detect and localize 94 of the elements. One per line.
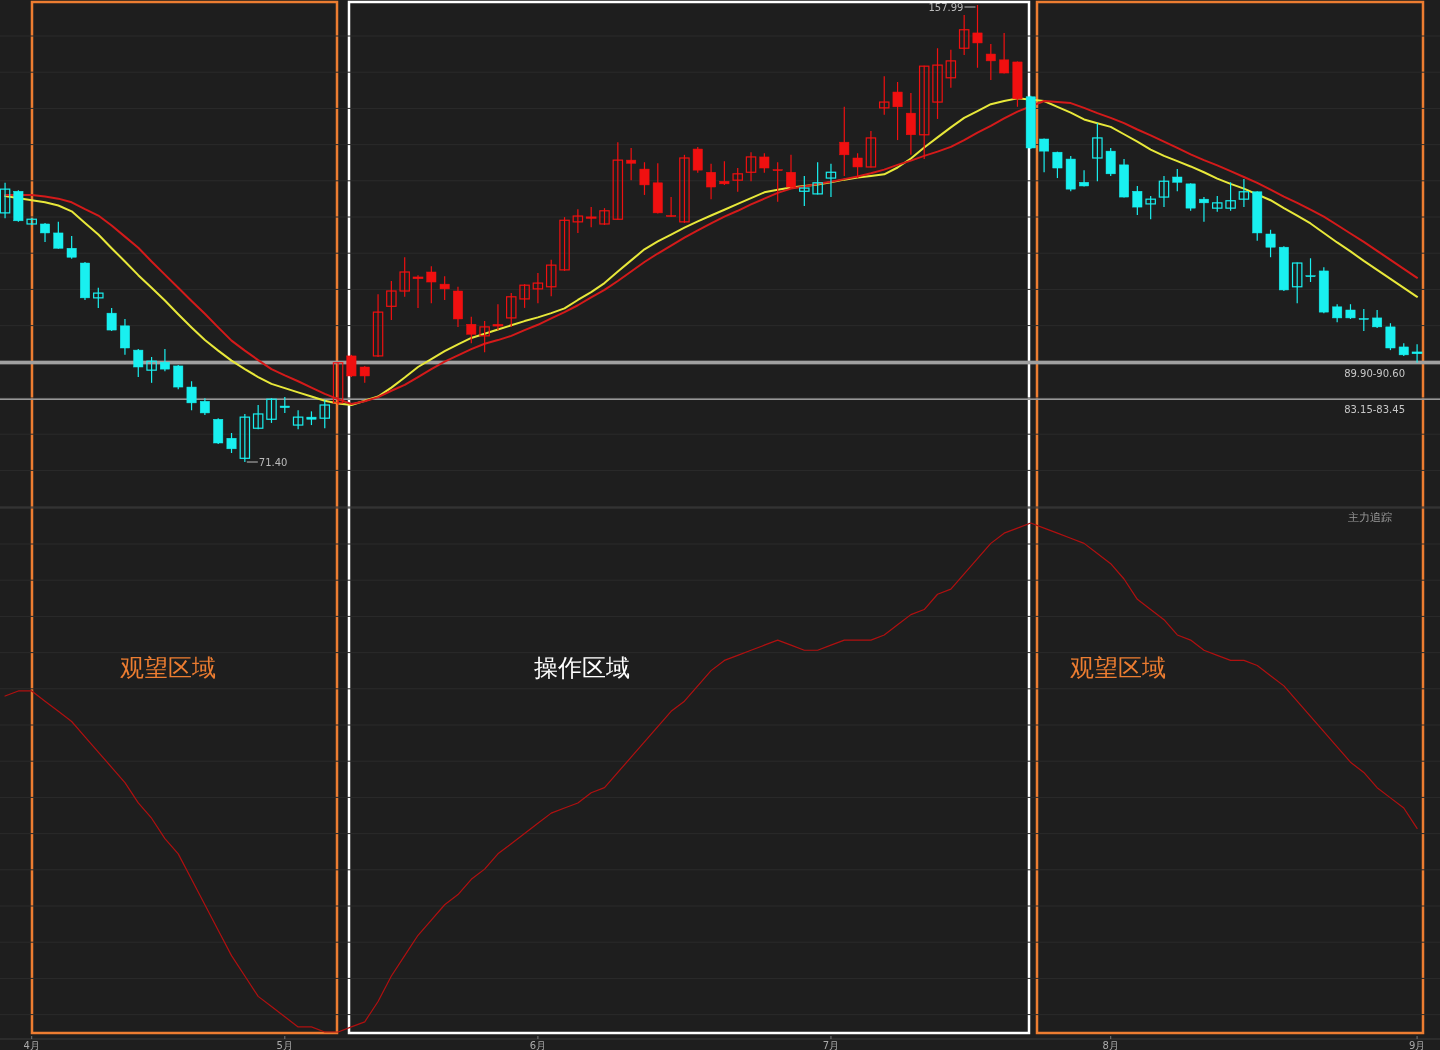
annotation: 操作区域 — [534, 654, 630, 682]
candlestick — [626, 147, 637, 181]
annotation: 观望区域 — [1070, 654, 1166, 682]
candlestick — [745, 151, 757, 182]
candlestick — [492, 303, 504, 331]
candlestick — [1105, 147, 1116, 177]
candlestick — [239, 413, 251, 463]
candlestick — [386, 280, 397, 321]
candlestick — [332, 361, 344, 406]
candlestick — [66, 235, 77, 260]
candlestick — [160, 348, 170, 372]
candlestick — [812, 161, 823, 196]
candlestick — [1225, 181, 1236, 212]
candlestick — [918, 65, 930, 160]
candlestick — [1039, 137, 1050, 173]
candlestick — [1291, 261, 1303, 304]
candlestick — [1092, 122, 1103, 182]
candlestick — [799, 175, 810, 207]
candlestick — [1305, 257, 1316, 283]
candlestick — [1158, 175, 1170, 208]
candlestick — [466, 316, 477, 344]
x-tick-label: 8月 — [1102, 1040, 1119, 1050]
candlestick — [186, 380, 197, 411]
candlestick — [692, 146, 703, 174]
candlestick — [1172, 168, 1183, 192]
candlestick — [985, 43, 996, 81]
candlestick — [706, 163, 716, 200]
candlestick — [0, 182, 11, 219]
candlestick — [786, 154, 796, 189]
candlestick — [839, 106, 850, 177]
candlestick — [226, 432, 237, 454]
candlestick — [1145, 195, 1156, 220]
candlestick — [93, 287, 104, 309]
candlestick — [905, 92, 916, 156]
candlestick — [1132, 185, 1143, 216]
candlestick — [865, 130, 877, 169]
candlestick — [372, 293, 384, 358]
annotation: 观望区域 — [120, 654, 216, 682]
candlestick — [1385, 322, 1396, 351]
x-tick-label: 4月 — [23, 1040, 40, 1050]
annotation: 71.40 — [258, 457, 288, 468]
candlestick — [399, 256, 410, 298]
candlestick — [1265, 229, 1276, 258]
candlestick — [932, 47, 943, 120]
candlestick — [585, 206, 597, 228]
candlestick — [559, 216, 570, 272]
candlestick — [120, 318, 130, 356]
candlestick — [719, 160, 730, 186]
candlestick — [266, 397, 277, 424]
candlestick — [1358, 308, 1369, 332]
annotation: 157.99 — [928, 2, 964, 13]
candlestick — [133, 348, 144, 378]
chart-title: 主力追踪 — [1348, 511, 1392, 524]
candlestick — [612, 141, 624, 221]
candlestick — [412, 274, 424, 309]
candlestick — [852, 152, 863, 179]
candlestick — [292, 409, 304, 430]
candlestick — [972, 4, 983, 69]
candlestick — [572, 208, 584, 234]
candlestick — [878, 75, 890, 116]
candlestick — [506, 292, 517, 328]
candlestick — [439, 275, 450, 301]
candlestick — [945, 49, 957, 89]
candlestick — [1238, 178, 1250, 208]
candlestick — [999, 32, 1010, 75]
x-tick-label: 7月 — [822, 1040, 840, 1050]
candlestick — [146, 356, 157, 384]
candlestick — [53, 221, 64, 250]
x-tick-label: 6月 — [529, 1040, 547, 1050]
candlestick — [1052, 151, 1063, 179]
candlestick — [319, 399, 331, 429]
candlestick — [519, 283, 530, 309]
candlestick — [426, 265, 437, 304]
candlestick — [213, 417, 224, 445]
candlestick — [1079, 169, 1089, 188]
candlestick — [732, 167, 743, 193]
candlestick — [825, 163, 837, 198]
candlestick — [892, 81, 903, 141]
candlestick — [252, 404, 264, 430]
candlestick — [759, 152, 770, 174]
candlestick — [1199, 196, 1209, 223]
band-label: 89.90-90.60 — [1344, 368, 1405, 380]
x-tick-label: 5月 — [276, 1040, 293, 1050]
candlestick — [479, 320, 490, 353]
candlestick — [532, 272, 544, 304]
candlestick — [679, 154, 690, 224]
band-label: 83.15-83.45 — [1344, 403, 1405, 415]
candlestick — [1411, 343, 1423, 364]
candlestick — [772, 161, 783, 203]
candlestick — [545, 259, 557, 297]
candlestick — [639, 161, 650, 196]
candlestick — [958, 14, 970, 56]
x-tick-label: 9月 — [1408, 1040, 1426, 1050]
candlestick — [173, 364, 184, 390]
